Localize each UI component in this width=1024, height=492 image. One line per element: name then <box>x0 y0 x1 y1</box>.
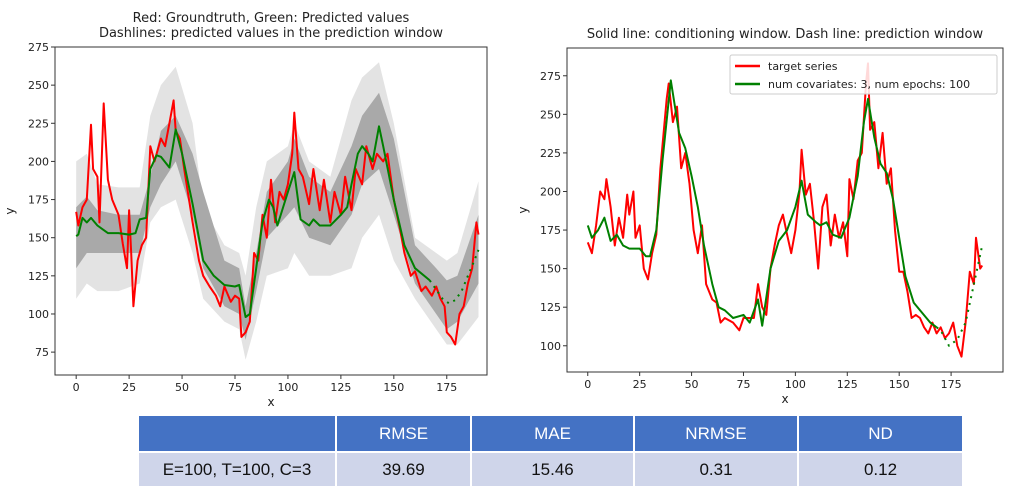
header-cell-nrmse: NRMSE <box>633 414 799 453</box>
predicted-window-dashed-line <box>428 249 480 305</box>
y-tick-label: 275 <box>540 70 561 83</box>
x-axis-label: x <box>781 392 788 406</box>
prediction-line <box>586 79 938 329</box>
x-tick-label: 75 <box>228 381 242 394</box>
y-tick-label: 175 <box>540 224 561 237</box>
y-tick-label: 100 <box>28 308 49 321</box>
y-axis-label: y <box>516 206 530 213</box>
legend-box <box>729 54 998 95</box>
legend-label: target series <box>768 60 838 73</box>
legend-label: num covariates: 3, num epochs: 100 <box>768 78 970 91</box>
y-tick-label: 100 <box>540 340 561 353</box>
cell-nd: 0.12 <box>797 451 964 488</box>
chart-title: Dashlines: predicted values in the predi… <box>99 26 443 41</box>
y-tick-label: 175 <box>28 194 49 207</box>
plot-area <box>586 62 984 358</box>
x-tick-label: 100 <box>785 378 806 391</box>
y-tick-label: 225 <box>28 117 49 130</box>
y-tick-label: 125 <box>540 301 561 314</box>
y-axis-label: y <box>3 207 17 214</box>
header-cell-nd: ND <box>797 414 964 453</box>
x-tick-label: 25 <box>633 378 647 391</box>
x-axis-label: x <box>267 395 274 409</box>
charts-canvas: 0 25 50 75 100 125 150 175 75 100 125 150 175 200 225 2… <box>3 11 1004 409</box>
y-tick-label: 125 <box>28 270 49 283</box>
header-cell-mae: MAE <box>470 414 635 453</box>
header-cell-config <box>137 414 337 453</box>
groundtruth-line <box>75 99 480 346</box>
x-tick-label: 125 <box>837 378 858 391</box>
target-series-line <box>586 62 984 358</box>
legend: target series num covariates: 3, num epoc… <box>729 54 998 95</box>
prediction-window-dashed-line <box>936 245 984 347</box>
left-chart: 0 25 50 75 100 125 150 175 75 100 125 150 175 200 225 2… <box>3 11 488 409</box>
cell-mae: 15.46 <box>470 451 635 488</box>
x-tick-label: 150 <box>383 381 404 394</box>
y-tick-label: 75 <box>35 346 49 359</box>
chart-title: Red: Groundtruth, Green: Predicted value… <box>133 11 410 26</box>
predicted-line <box>75 125 431 318</box>
cell-config: E=100, T=100, C=3 <box>137 451 337 488</box>
x-tick-label: 0 <box>73 381 80 394</box>
x-tick-label: 25 <box>122 381 136 394</box>
axes-frame <box>566 47 1004 373</box>
x-tick-label: 175 <box>436 381 457 394</box>
table-row: E=100, T=100, C=3 39.69 15.46 0.31 0.12 <box>137 451 964 488</box>
y-tick-label: 150 <box>28 232 49 245</box>
x-tick-label: 150 <box>889 378 910 391</box>
table-header-row: RMSE MAE NRMSE ND <box>137 414 964 453</box>
axes-frame <box>54 46 488 376</box>
cell-rmse: 39.69 <box>335 451 472 488</box>
x-tick-label: 0 <box>584 378 591 391</box>
y-tick-label: 225 <box>540 147 561 160</box>
y-tick-label: 200 <box>28 155 49 168</box>
metrics-table: RMSE MAE NRMSE ND E=100, T=100, C=3 39.6… <box>137 414 964 488</box>
header-cell-rmse: RMSE <box>335 414 472 453</box>
y-tick-label: 275 <box>28 41 49 54</box>
y-tick-label: 150 <box>540 263 561 276</box>
x-tick-label: 100 <box>277 381 298 394</box>
x-tick-label: 75 <box>736 378 750 391</box>
chart-title: Solid line: conditioning window. Dash li… <box>587 27 984 42</box>
x-tick-label: 125 <box>330 381 351 394</box>
x-tick-label: 175 <box>941 378 962 391</box>
y-tick-label: 200 <box>540 185 561 198</box>
y-tick-label: 250 <box>540 108 561 121</box>
right-chart: 0 25 50 75 100 125 150 175 100 125 150 175 200 225 250… <box>516 27 1004 406</box>
y-tick-label: 250 <box>28 79 49 92</box>
cell-nrmse: 0.31 <box>633 451 799 488</box>
plot-area <box>75 62 480 360</box>
x-tick-label: 50 <box>685 378 699 391</box>
x-tick-label: 50 <box>175 381 189 394</box>
